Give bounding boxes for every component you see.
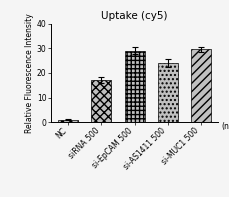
Bar (157, 63, 177, 122)
Bar (91, 80, 111, 122)
Bar (190, 49, 210, 122)
Title: Uptake (cy5): Uptake (cy5) (101, 11, 167, 21)
Bar (124, 51, 144, 122)
Bar (58, 120, 78, 122)
Text: (nM): (nM) (221, 122, 229, 131)
Y-axis label: Relative Fluorescence Intensity: Relative Fluorescence Intensity (25, 13, 34, 133)
